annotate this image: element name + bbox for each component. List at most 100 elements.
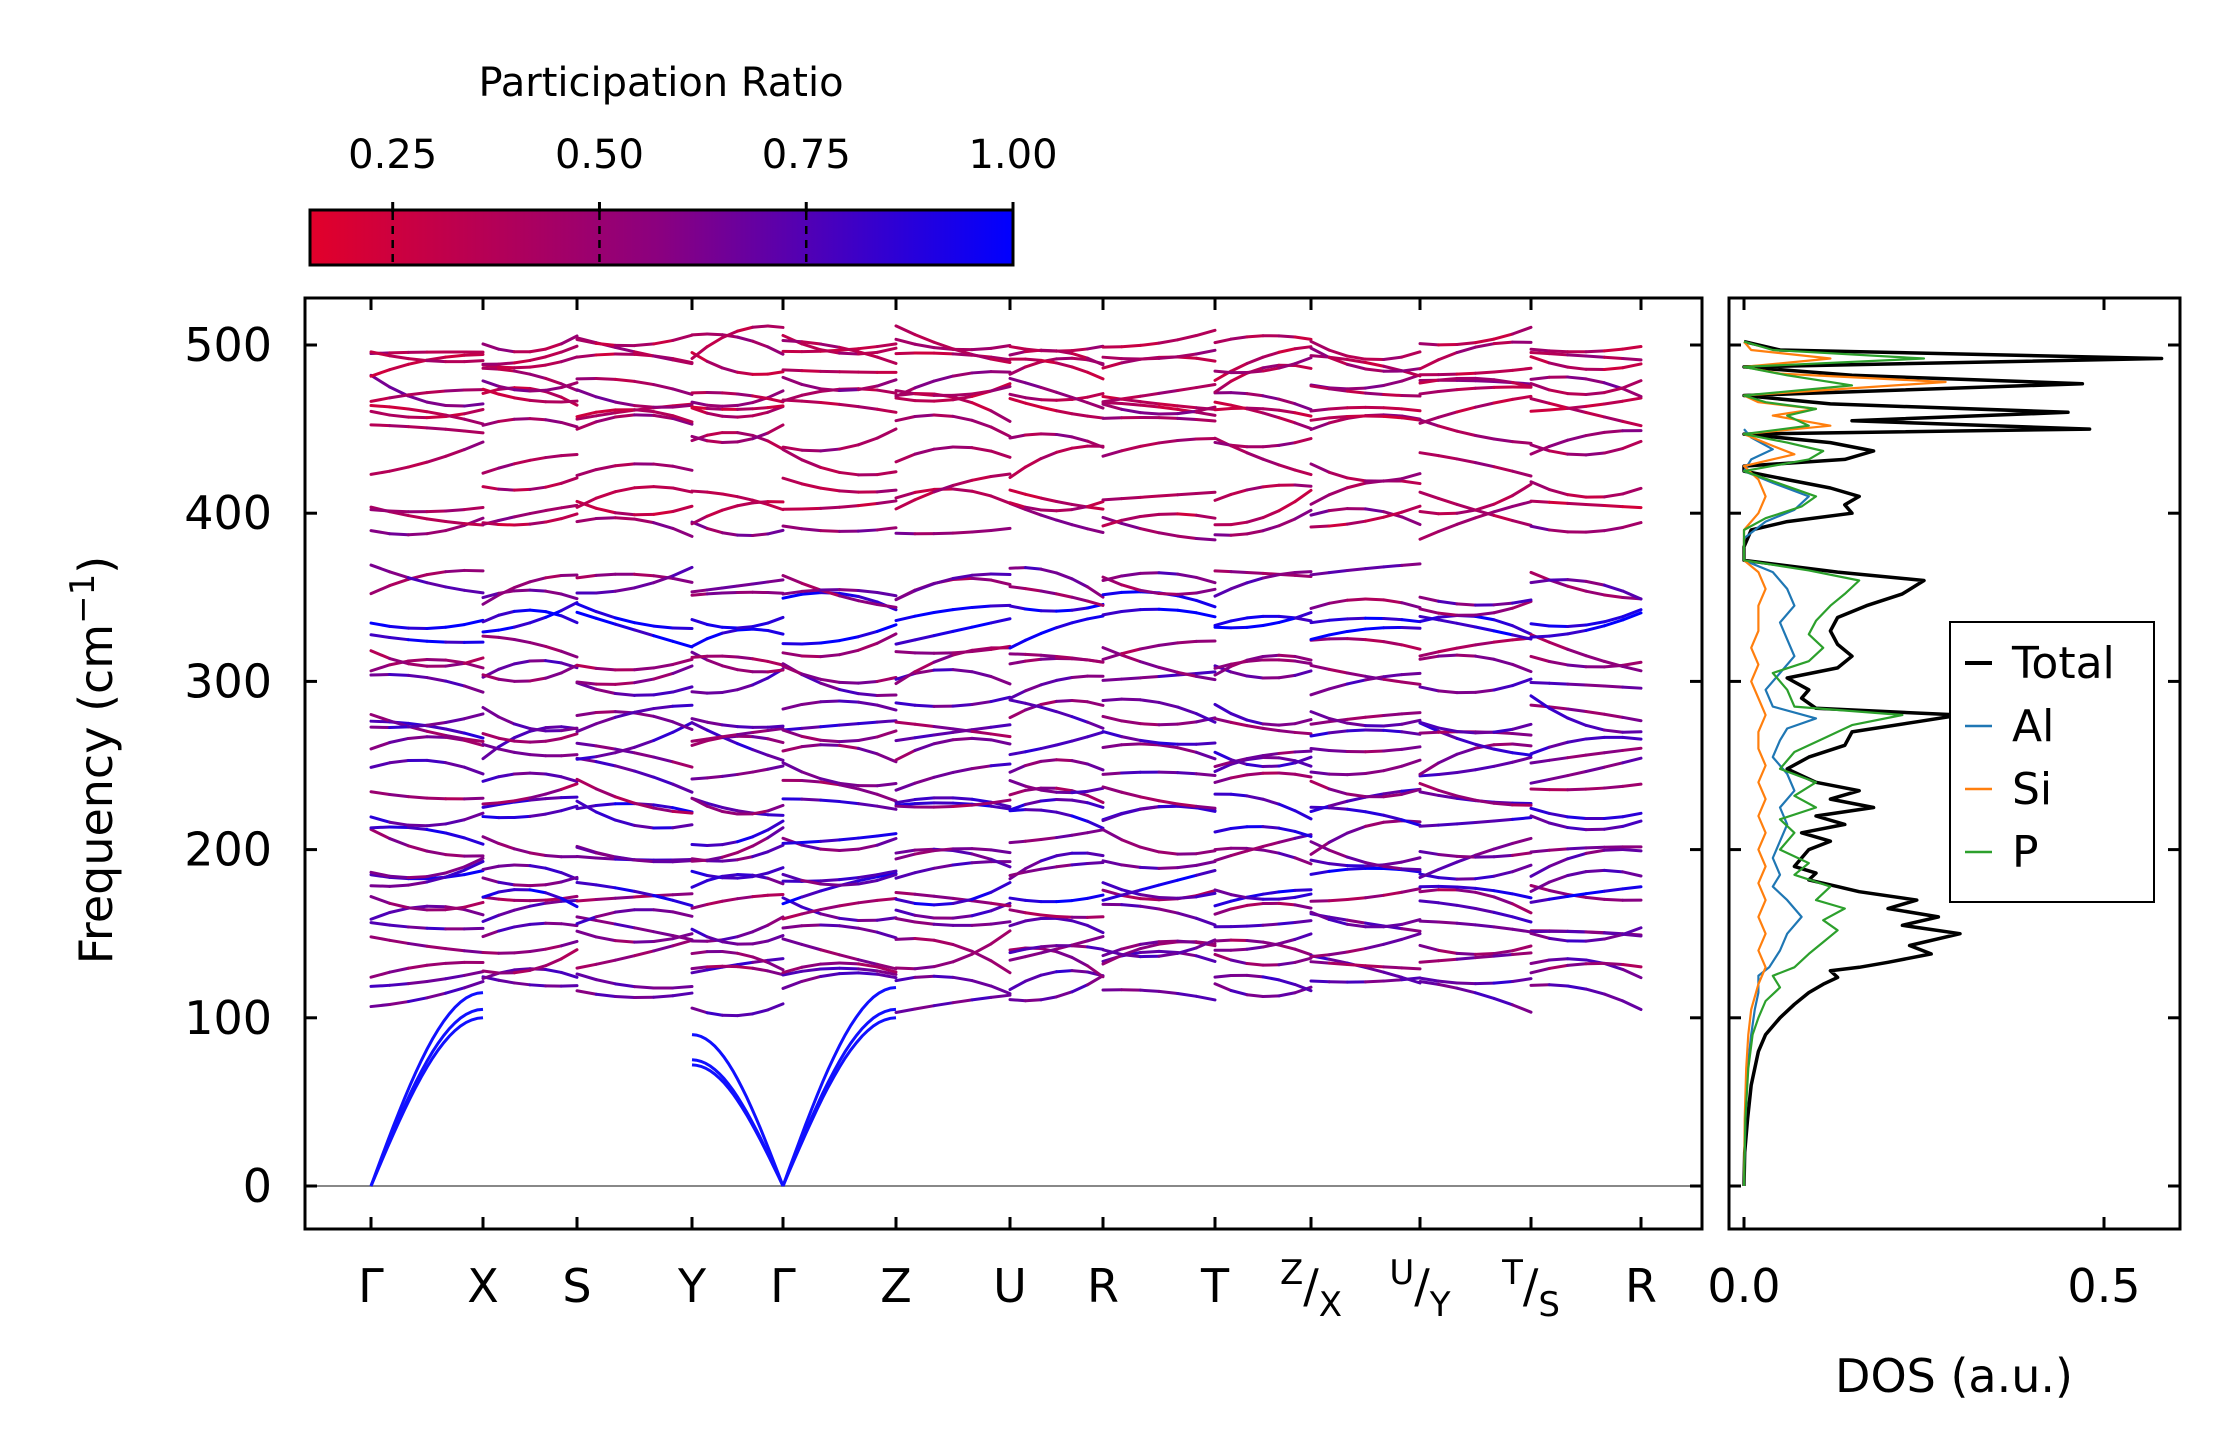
phonon-branch-segment	[497, 662, 516, 671]
phonon-branch-segment	[1511, 394, 1533, 401]
acoustic-branch	[691, 1033, 785, 1187]
phonon-branch-segment	[1277, 416, 1297, 425]
phonon-branch-segment	[652, 775, 675, 786]
phonon-branch-segment	[388, 874, 410, 880]
phonon-branch-segment	[633, 581, 656, 590]
phonon-branch-segment	[970, 899, 993, 905]
phonon-branch-segment	[1229, 903, 1249, 911]
phonon-branch-segment	[613, 954, 636, 962]
phonon-branch-segment	[481, 876, 501, 884]
phonon-branch-segment	[951, 952, 974, 964]
phonon-branch-segment	[1070, 715, 1089, 724]
phonon-branch-segment	[1138, 400, 1161, 406]
phonon-branch-segment	[989, 920, 1012, 926]
phonon-branch-segment	[875, 623, 898, 633]
phonon-branch-segment	[1400, 718, 1422, 726]
phonon-branch-segment	[1382, 414, 1404, 420]
phonon-branch-segment	[1293, 809, 1313, 821]
phonon-branch-segment	[856, 692, 879, 697]
phonon-branch-segment	[705, 591, 724, 596]
phonon-branch-segment	[736, 930, 755, 939]
phonon-branch-segment	[819, 847, 841, 852]
phonon-branch-segment	[1584, 391, 1606, 396]
phonon-branch-segment	[481, 613, 501, 624]
phonon-branch-segment	[406, 844, 429, 853]
phonon-branch-segment	[481, 951, 501, 955]
y-tick-label: 100	[184, 991, 272, 1045]
phonon-branch-segment	[1437, 876, 1459, 881]
phonon-branch-segment	[1245, 923, 1265, 928]
phonon-branch-segment	[894, 966, 917, 971]
phonon-branch-segment	[481, 521, 501, 527]
colorbar-tick-label: 0.25	[348, 132, 437, 178]
phonon-branch-segment	[838, 635, 860, 643]
phonon-branch-segment	[1055, 499, 1074, 506]
phonon-branch-segment	[932, 960, 955, 969]
phonon-branch-segment	[766, 892, 785, 897]
phonon-branch-segment	[1602, 815, 1625, 821]
phonon-branch-segment	[406, 657, 429, 663]
phonon-branch-segment	[1474, 640, 1496, 647]
phonon-branch-segment	[594, 751, 617, 759]
phonon-branch-segment	[369, 633, 392, 640]
phonon-branch-segment	[1070, 505, 1089, 512]
phonon-branch-segment	[425, 849, 448, 857]
phonon-branch-segment	[751, 498, 770, 506]
phonon-branch-segment	[1418, 899, 1440, 905]
phonon-branch-segment	[875, 499, 898, 506]
phonon-branch-segment	[1584, 377, 1606, 385]
phonon-branch-segment	[1566, 962, 1588, 967]
phonon-branch-segment	[652, 755, 675, 764]
phonon-branch-segment	[1039, 944, 1058, 949]
phonon-branch-segment	[751, 748, 770, 757]
phonon-branch-segment	[1039, 705, 1058, 714]
phonon-branch-segment	[671, 333, 694, 342]
phonon-branch-segment	[894, 852, 917, 861]
phonon-branch-segment	[559, 939, 579, 948]
phonon-branch-segment	[913, 582, 936, 593]
phonon-branch-segment	[1261, 797, 1281, 806]
phonon-branch-segment	[388, 793, 410, 799]
phonon-branch-segment	[690, 776, 709, 781]
phonon-branch-segment	[1024, 381, 1043, 389]
phonon-branch-segment	[528, 883, 548, 888]
phonon-branch-segment	[1261, 443, 1281, 449]
phonon-branch-segment	[1039, 836, 1058, 842]
phonon-branch-segment	[1176, 911, 1198, 920]
phonon-branch-segment	[1474, 847, 1496, 857]
phonon-branch-segment	[970, 352, 993, 361]
phonon-branch-segment	[559, 753, 579, 758]
phonon-branch-segment	[989, 449, 1012, 459]
phonon-branch-segment	[720, 531, 739, 537]
phonon-branch-segment	[781, 524, 804, 531]
phonon-branch-segment	[932, 653, 955, 664]
phonon-branch-segment	[1566, 584, 1588, 593]
phonon-branch-segment	[875, 378, 898, 388]
phonon-branch-segment	[512, 512, 532, 519]
phonon-branch-segment	[1039, 589, 1058, 596]
phonon-branch-segment	[838, 876, 860, 882]
phonon-branch-segment	[838, 688, 860, 696]
phonon-branch-segment	[633, 711, 656, 718]
phonon-branch-segment	[1437, 982, 1459, 990]
phonon-branch-segment	[800, 942, 823, 952]
phonon-branch-segment	[444, 973, 466, 981]
phonon-branch-segment	[1008, 919, 1027, 928]
phonon-branch-segment	[1382, 673, 1404, 679]
phonon-branch-segment	[690, 717, 709, 724]
phonon-branch-segment	[800, 342, 823, 352]
phonon-branch-segment	[1437, 351, 1459, 362]
phonon-branch-segment	[1138, 893, 1161, 899]
phonon-branch-segment	[1293, 356, 1313, 366]
phonon-branch-segment	[1176, 409, 1198, 416]
phonon-branch-segment	[1345, 414, 1367, 418]
phonon-branch-segment	[766, 826, 785, 840]
phonon-branch-segment	[1547, 681, 1570, 686]
phonon-branch-segment	[1364, 515, 1386, 523]
phonon-branch-segment	[894, 908, 917, 917]
phonon-branch-segment	[1194, 994, 1217, 1002]
phonon-branch-segment	[462, 440, 485, 452]
phonon-branch-segment	[1039, 758, 1058, 763]
phonon-branch-segment	[1547, 705, 1570, 711]
phonon-branch-segment	[800, 448, 823, 453]
